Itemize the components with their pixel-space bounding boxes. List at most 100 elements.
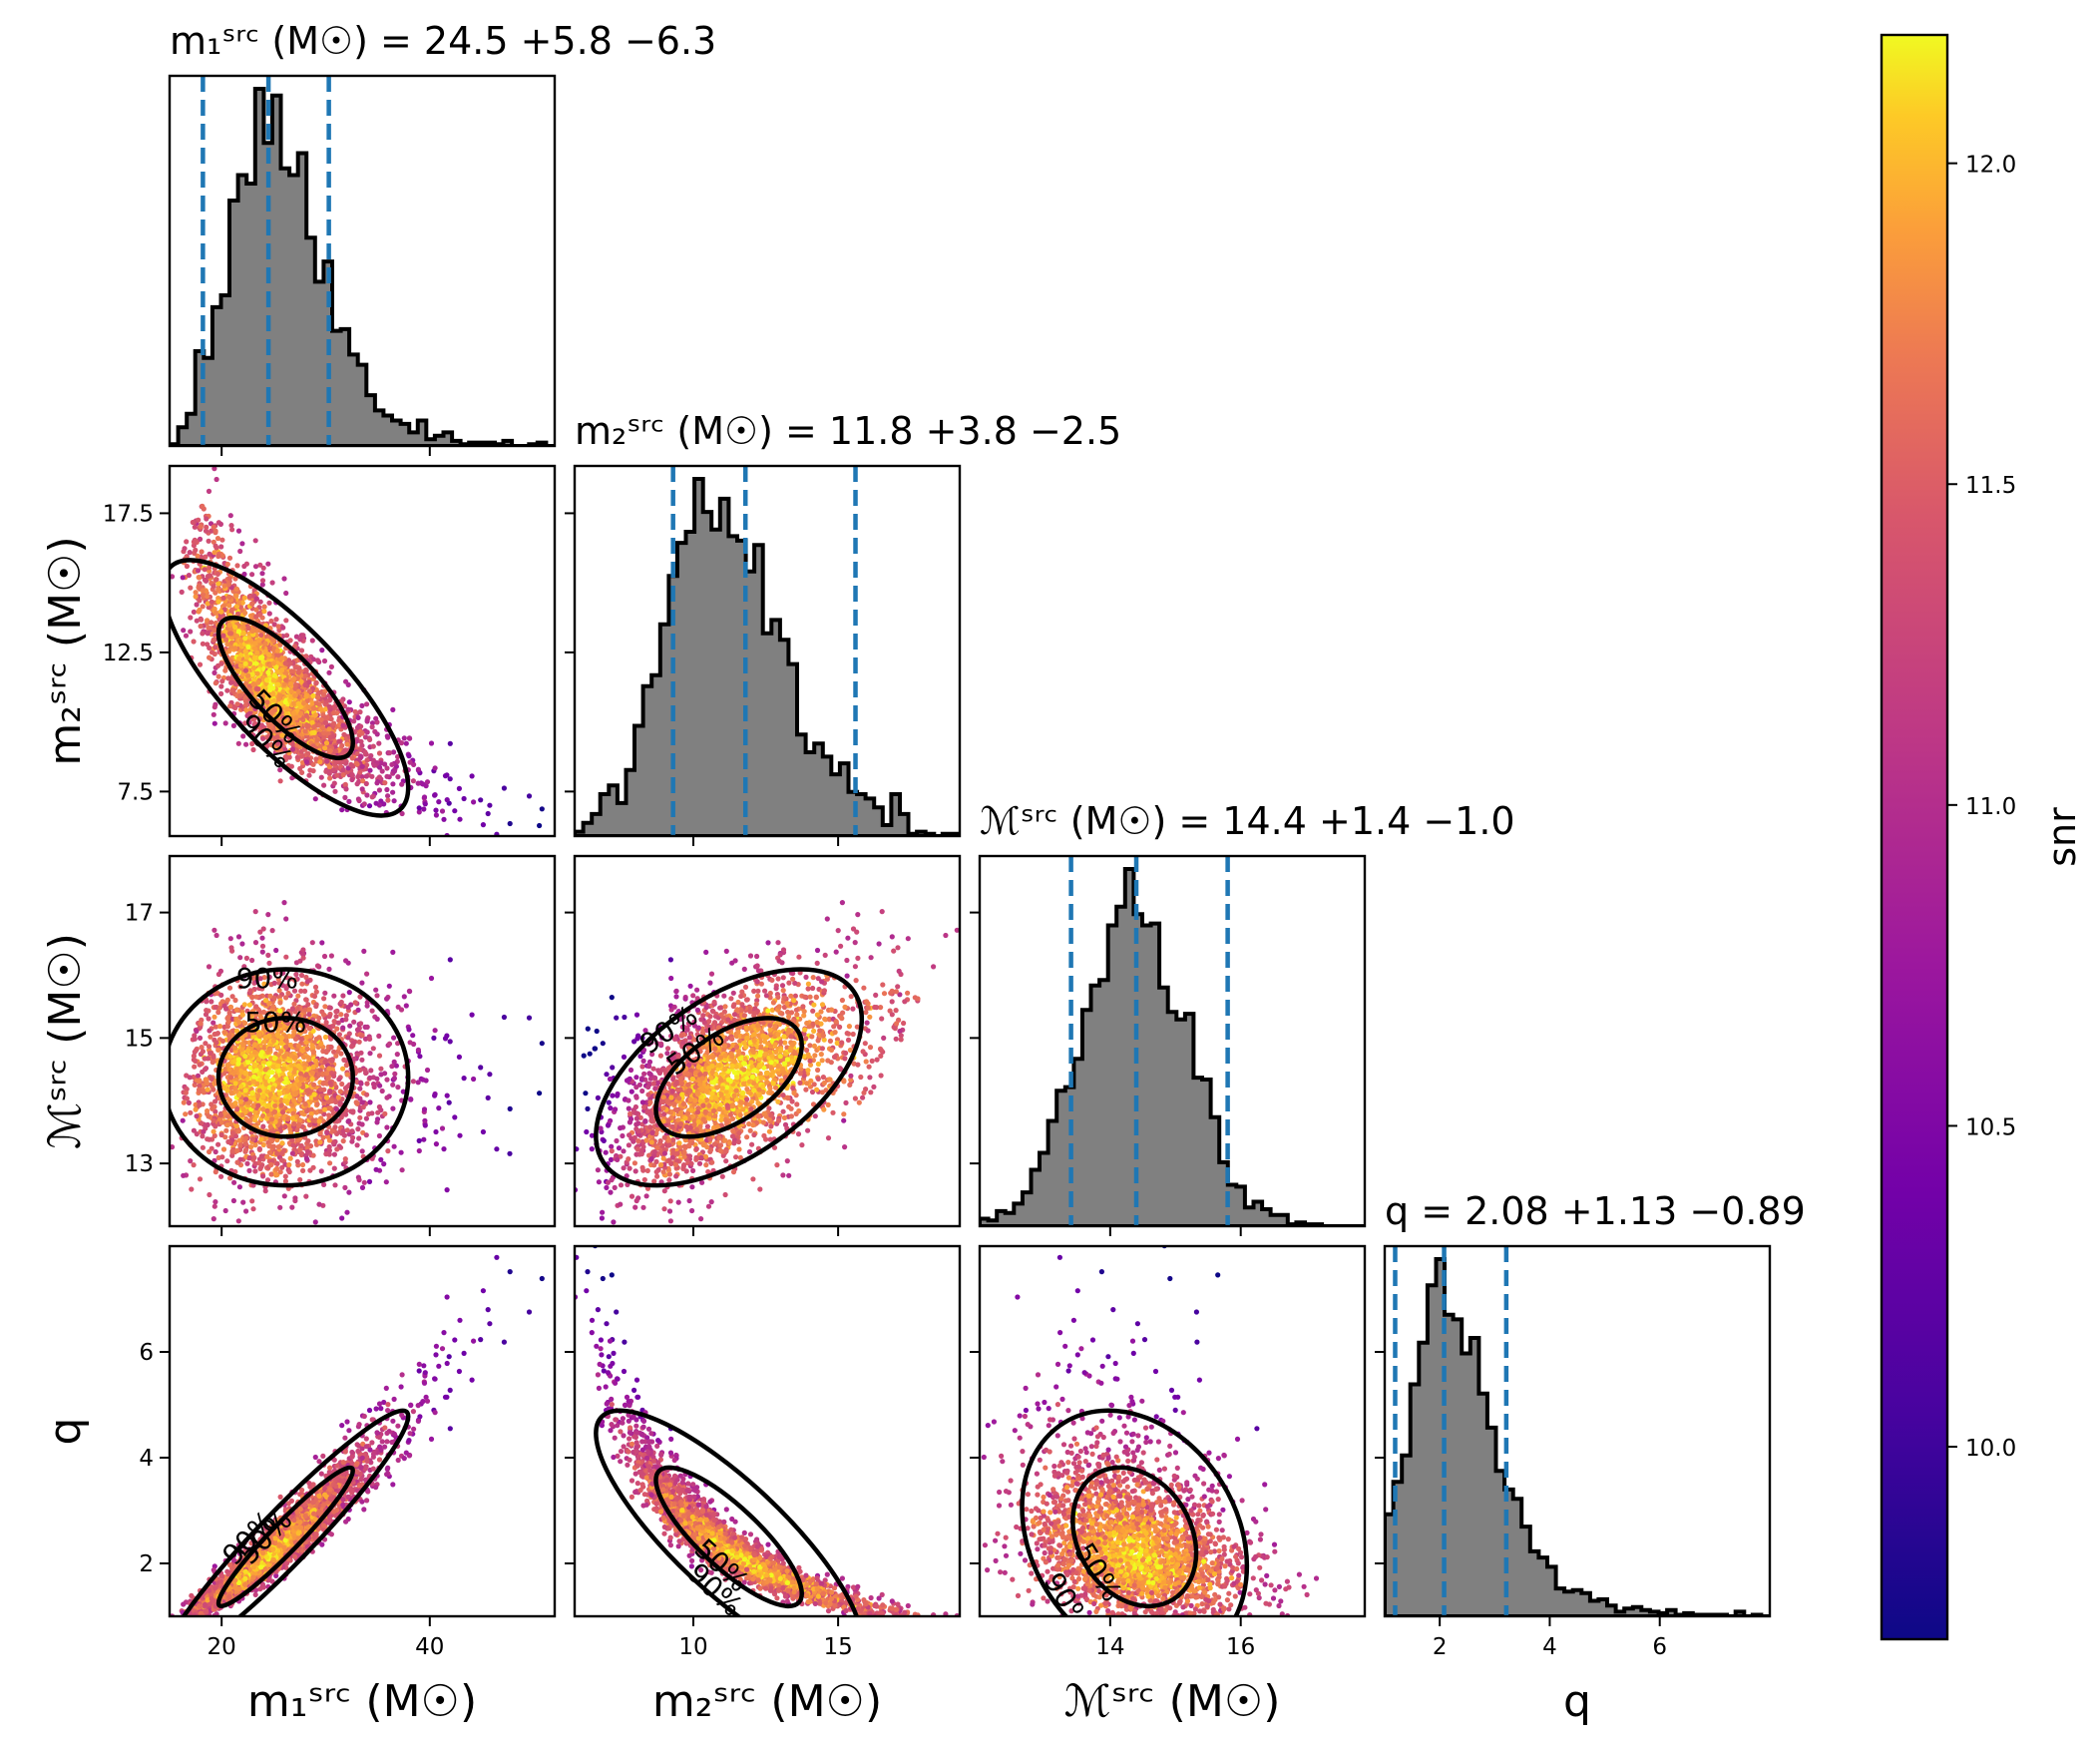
sample-point [428,975,435,982]
sample-point [386,983,392,989]
sample-point [287,1042,294,1049]
sample-point [283,590,289,597]
sample-point [299,981,305,987]
sample-point [461,1076,467,1082]
sample-point [362,1067,368,1073]
sample-point [253,596,259,602]
sample-point [227,703,233,709]
sample-point [266,727,273,733]
sample-point [224,561,230,568]
sample-point [374,1076,380,1082]
sample-point [184,539,190,545]
sample-point [281,1054,287,1060]
sample-point [226,594,232,601]
sample-point [225,582,231,588]
sample-point [340,772,346,778]
sample-point [225,1019,231,1025]
sample-point [358,1081,364,1087]
sample-point [240,671,246,677]
y-tick-label: 12.5 [103,641,154,666]
sample-point [260,685,266,691]
sample-point [507,1150,513,1156]
sample-point [227,513,233,519]
sample-point [526,1015,533,1021]
sample-point [193,1058,199,1064]
sample-point [197,661,204,667]
sample-point [242,660,248,666]
sample-point [196,583,203,589]
sample-point [282,1080,288,1086]
sample-point [270,727,276,733]
sample-point [417,1054,423,1060]
sample-point [202,577,209,583]
sample-point [622,1027,627,1032]
sample-point [298,648,305,654]
sample-point [250,746,256,753]
sample-point [569,798,574,803]
sample-point [354,724,361,730]
sample-point [274,1160,280,1166]
sample-point [322,719,329,726]
sample-point [212,1199,218,1205]
sample-point [298,1142,304,1149]
sample-point [260,693,266,699]
sample-point [318,1168,324,1174]
sample-point [382,1110,388,1116]
sample-point [424,779,431,785]
sample-point [253,994,259,1000]
sample-point [211,1014,217,1020]
sample-point [322,714,329,720]
sample-point [299,1150,305,1157]
sample-point [334,772,340,778]
sample-point [292,1197,298,1204]
sample-point [193,590,199,596]
sample-point [441,816,447,822]
sample-point [247,1071,253,1077]
sample-point [295,688,301,694]
sample-point [265,1102,271,1108]
sample-point [347,1023,353,1029]
sample-point [257,976,263,982]
sample-point [235,668,241,674]
sample-point [266,1010,272,1016]
sample-point [263,677,270,683]
sample-point [446,1099,452,1105]
sample-point [254,650,260,655]
sample-point [240,1106,246,1112]
sample-point [309,638,315,644]
sample-point [206,964,212,970]
sample-point [339,807,345,813]
sample-point [326,966,332,973]
sample-point [306,1007,312,1013]
sample-point [215,553,221,560]
sample-point [291,1097,297,1103]
sample-point [374,731,380,737]
sample-point [207,1191,212,1198]
sample-point [327,1089,333,1094]
sample-point [309,719,315,725]
sample-point [249,671,255,677]
sample-point [260,1060,267,1066]
sample-point [294,1023,300,1029]
sample-point [232,646,238,652]
sample-point [304,1148,311,1155]
sample-point [401,994,407,1000]
sample-point [382,780,388,786]
sample-point [249,957,255,964]
sample-point [188,615,194,621]
sample-point [322,1004,328,1010]
sample-point [186,573,192,579]
sample-point [309,1070,315,1076]
sample-point [211,927,217,933]
sample-point [259,571,265,577]
sample-point [384,996,390,1002]
sample-point [328,1036,334,1042]
sample-point [266,652,272,657]
sample-point [309,940,315,946]
sample-point [342,747,349,753]
sample-point [344,1209,350,1215]
sample-point [228,523,234,529]
sample-point [401,735,407,741]
sample-point [356,1039,362,1045]
sample-point [299,1161,306,1168]
